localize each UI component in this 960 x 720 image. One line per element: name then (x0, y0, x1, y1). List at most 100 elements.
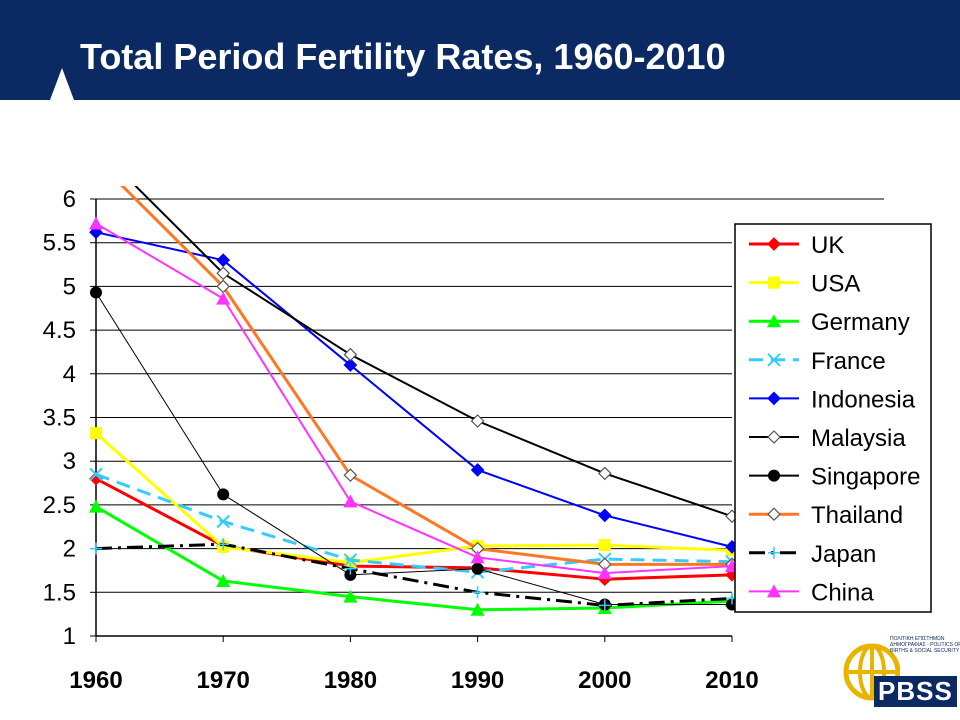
data-point (216, 291, 231, 305)
y-tick-label: 4 (63, 361, 76, 388)
data-point (217, 488, 230, 501)
x-tick-label: 2000 (578, 667, 631, 694)
legend-item: Singapore (749, 464, 920, 491)
series-germany (89, 499, 739, 616)
legend-marker (767, 391, 781, 406)
legend-item: Indonesia (749, 386, 916, 413)
title-banner: Total Period Fertility Rates, 1960-2010 (0, 0, 960, 100)
x-tick-label: 1970 (197, 667, 250, 694)
data-point (89, 467, 103, 482)
legend-label: Thailand (811, 502, 903, 529)
data-point (343, 494, 358, 508)
data-point (90, 286, 102, 299)
series-line (134, 186, 733, 518)
series-line (95, 222, 733, 575)
y-tick-label: 2.5 (43, 492, 76, 519)
data-point (597, 466, 612, 481)
legend-item: Germany (749, 309, 910, 336)
legend-item: UK (749, 232, 844, 259)
x-tick-label: 1990 (451, 667, 504, 694)
banner-accent (50, 68, 74, 100)
series-malaysia (134, 186, 739, 524)
data-point (597, 508, 612, 523)
legend-label: China (811, 579, 874, 606)
data-point (344, 562, 357, 575)
data-point (216, 514, 230, 529)
data-point (217, 538, 230, 551)
data-point (216, 253, 231, 268)
series-china (89, 216, 739, 580)
data-point (470, 550, 485, 564)
legend-marker (767, 430, 781, 444)
chart-legend: UK USA Germany France Indonesia Malaysia Singa… (734, 223, 932, 613)
legend-label: France (811, 348, 886, 375)
y-tick-label: 1 (63, 623, 76, 650)
y-tick-label: 5 (63, 273, 76, 300)
data-point (89, 216, 103, 230)
legend-marker (767, 314, 781, 328)
y-axis-ticks: 1 1.5 2 2.5 3 3.5 4 4.5 5 5.5 6 (43, 186, 96, 650)
data-point (598, 599, 611, 612)
data-point (343, 347, 358, 362)
legend-label: Singapore (811, 464, 920, 491)
legend-label: Malaysia (811, 425, 906, 452)
legend-marker (768, 469, 780, 482)
data-point (216, 573, 231, 587)
legend-marker (767, 353, 781, 367)
legend-item: China (749, 579, 874, 606)
legend-item: Thailand (749, 502, 903, 529)
y-tick-label: 3.5 (43, 405, 76, 432)
legend-item: Malaysia (749, 425, 906, 452)
legend-label: UK (811, 232, 844, 259)
legend-marker (767, 507, 781, 522)
series-line (95, 231, 733, 548)
data-point (470, 602, 485, 616)
data-point (90, 427, 102, 440)
data-point (344, 568, 357, 581)
legend-marker (768, 546, 780, 559)
legend-marker (767, 237, 781, 251)
data-point (89, 499, 103, 513)
y-tick-label: 5.5 (43, 230, 76, 257)
data-point (597, 566, 612, 580)
series-line (95, 472, 733, 574)
legend-label: Indonesia (811, 386, 916, 413)
legend-item: France (749, 348, 886, 375)
slide-title: Total Period Fertility Rates, 1960-2010 (80, 36, 726, 77)
x-tick-label: 2010 (705, 667, 758, 694)
data-point (343, 553, 358, 567)
data-point (216, 266, 231, 281)
data-point (470, 414, 485, 428)
legend-label: Germany (811, 309, 910, 336)
y-tick-label: 6 (63, 186, 76, 213)
data-point (598, 539, 611, 552)
series-line (95, 542, 733, 607)
series-thailand (120, 186, 739, 572)
series-indonesia (89, 225, 739, 554)
series-line (95, 292, 732, 606)
pbss-logo: ΠΟΛΙΤΙΚΗ ΕΠΙΣΤΗΜΩΝ ΔΗΜΟΓΡΑΦΙΑΣ · POLITIC… (840, 632, 960, 712)
data-point (343, 358, 358, 372)
y-tick-label: 3 (63, 448, 76, 475)
series-usa (90, 427, 738, 569)
y-tick-label: 4.5 (43, 317, 76, 344)
legend-marker (767, 584, 781, 598)
x-tick-label: 1980 (324, 667, 377, 694)
globe-icon (843, 643, 900, 701)
series-japan (90, 538, 738, 612)
data-point (471, 562, 484, 575)
x-axis-ticks: 1960 1970 1980 1990 2000 2010 (69, 636, 759, 694)
data-point (343, 468, 358, 483)
legend-label: USA (811, 271, 860, 298)
legend-box (734, 223, 932, 613)
logo-fine-print: ΠΟΛΙΤΙΚΗ ΕΠΙΣΤΗΜΩΝ ΔΗΜΟΓΡΑΦΙΑΣ · POLITIC… (890, 636, 960, 654)
series-line (95, 432, 733, 565)
data-point (470, 463, 485, 477)
logo-text: PBSS (874, 676, 957, 707)
legend-item: USA (749, 271, 860, 298)
y-tick-label: 1.5 (43, 579, 76, 606)
y-tick-label: 2 (63, 536, 76, 563)
chart-series (89, 186, 739, 616)
series-singapore (90, 286, 738, 611)
